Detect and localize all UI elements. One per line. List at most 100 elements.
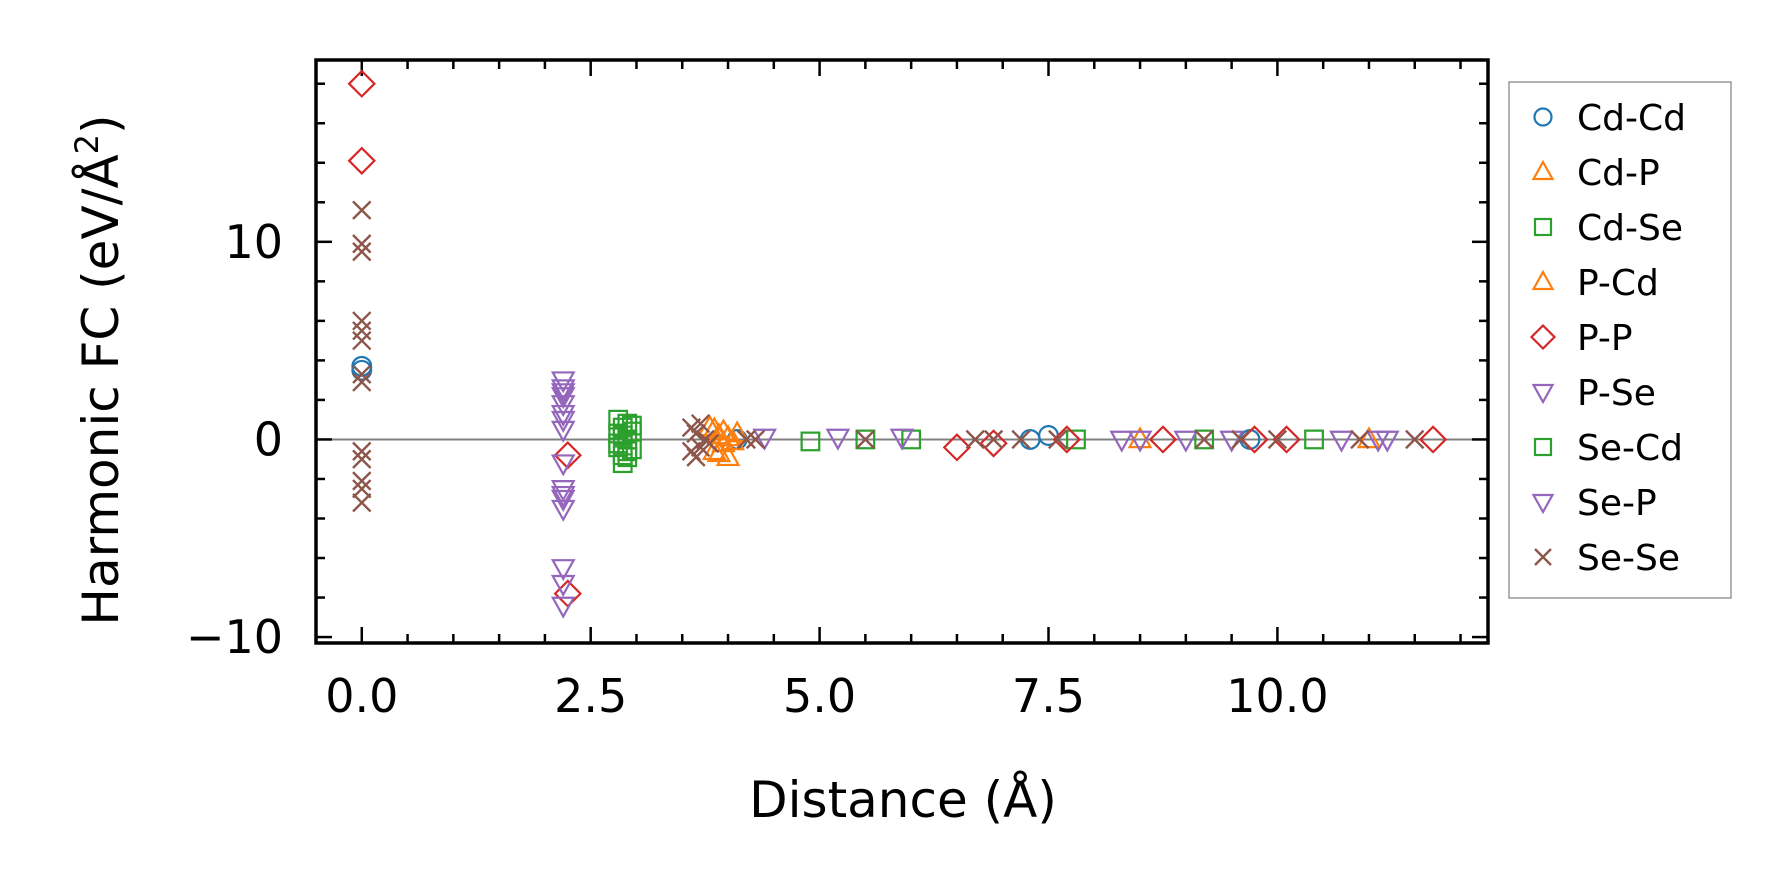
y-tick-label: −10	[186, 610, 283, 664]
series-se-cd	[608, 415, 642, 462]
data-point	[1374, 430, 1400, 453]
legend-marker	[1531, 159, 1555, 181]
data-point	[352, 242, 372, 262]
data-point	[352, 471, 372, 491]
x-tick-label: 5.0	[783, 669, 856, 723]
data-point	[855, 429, 876, 450]
data-point	[352, 330, 372, 351]
data-point	[550, 596, 576, 619]
data-point	[889, 428, 915, 451]
data-point	[1048, 429, 1068, 450]
data-point	[800, 431, 821, 452]
legend-label: P-Se	[1577, 373, 1656, 414]
data-point	[550, 559, 576, 582]
legend-label: Se-Se	[1577, 538, 1680, 579]
data-point	[550, 383, 576, 406]
x-tick-label: 10.0	[1226, 669, 1328, 723]
data-point	[550, 574, 576, 597]
data-point	[352, 372, 372, 392]
data-point	[711, 418, 736, 441]
data-point	[352, 364, 372, 384]
data-points	[347, 69, 1448, 619]
data-point	[1194, 429, 1214, 450]
data-point	[1405, 429, 1425, 450]
data-point	[736, 429, 756, 450]
data-point	[724, 420, 750, 443]
data-point	[855, 429, 876, 450]
data-point	[983, 429, 1004, 450]
data-point	[1329, 430, 1354, 453]
data-point	[1267, 429, 1288, 450]
legend-label: P-P	[1577, 318, 1633, 359]
data-point	[550, 485, 576, 509]
data-point	[550, 379, 576, 402]
data-point	[942, 433, 972, 462]
legend-marker	[1531, 269, 1555, 291]
data-point	[700, 433, 720, 454]
plot-frame	[314, 58, 1490, 645]
data-point	[1066, 429, 1086, 450]
data-point	[352, 493, 372, 513]
y-axis-title: Harmonic FC (eV/Å2)	[68, 114, 130, 625]
data-point	[752, 428, 777, 451]
data-point	[745, 429, 766, 450]
legend-marker	[1529, 323, 1557, 351]
data-point	[1418, 425, 1448, 454]
data-point	[621, 415, 642, 436]
data-point	[550, 387, 576, 410]
data-point	[352, 200, 372, 220]
legend-marker	[1531, 493, 1555, 515]
y-tick-label: 0	[254, 412, 283, 466]
data-point	[352, 449, 372, 469]
data-point	[1304, 429, 1324, 450]
legend-marker	[1533, 107, 1553, 127]
data-point	[1231, 429, 1251, 450]
y-tick-labels: −10 0 10	[186, 215, 283, 664]
y-tick-label: 10	[224, 215, 283, 269]
data-point	[550, 420, 576, 443]
data-point	[1011, 429, 1031, 450]
data-point	[352, 234, 372, 254]
data-point	[550, 454, 576, 477]
series-p-cd	[701, 416, 741, 467]
legend-marker	[1533, 217, 1553, 237]
legend-label: Cd-Se	[1577, 208, 1683, 249]
legend-marker	[1534, 548, 1552, 566]
data-point	[1109, 430, 1135, 453]
x-tick-label: 0.0	[325, 669, 398, 723]
series-se-se	[352, 200, 1425, 513]
data-point	[550, 371, 576, 394]
data-point	[550, 499, 576, 522]
data-point	[965, 429, 985, 450]
data-point	[1350, 429, 1370, 450]
data-point	[550, 410, 576, 433]
legend-label: P-Cd	[1577, 263, 1659, 304]
data-point	[1194, 429, 1215, 450]
data-point	[1052, 425, 1082, 454]
data-point	[1272, 425, 1301, 454]
series-p-se	[550, 371, 576, 619]
data-point	[715, 443, 741, 467]
data-point	[352, 441, 372, 461]
data-point	[1127, 430, 1153, 453]
legend-marker	[1531, 383, 1555, 405]
data-point	[352, 321, 372, 341]
x-tick-labels: 0.0 2.5 5.0 7.5 10.0	[325, 669, 1328, 723]
data-point	[1148, 425, 1178, 454]
x-tick-label: 7.5	[1012, 669, 1085, 723]
data-point	[825, 428, 851, 451]
data-point	[351, 359, 373, 381]
legend-label: Se-P	[1577, 483, 1657, 524]
data-point	[686, 423, 706, 444]
x-axis-title: Distance (Å)	[749, 771, 1057, 829]
data-point	[979, 429, 1008, 458]
legend-marker	[1533, 437, 1553, 457]
data-point	[352, 479, 372, 499]
data-point	[1173, 430, 1199, 453]
data-point	[347, 69, 376, 98]
data-point	[1127, 426, 1153, 449]
legend-label: Cd-Cd	[1577, 98, 1686, 139]
legend-label: Se-Cd	[1577, 428, 1683, 469]
